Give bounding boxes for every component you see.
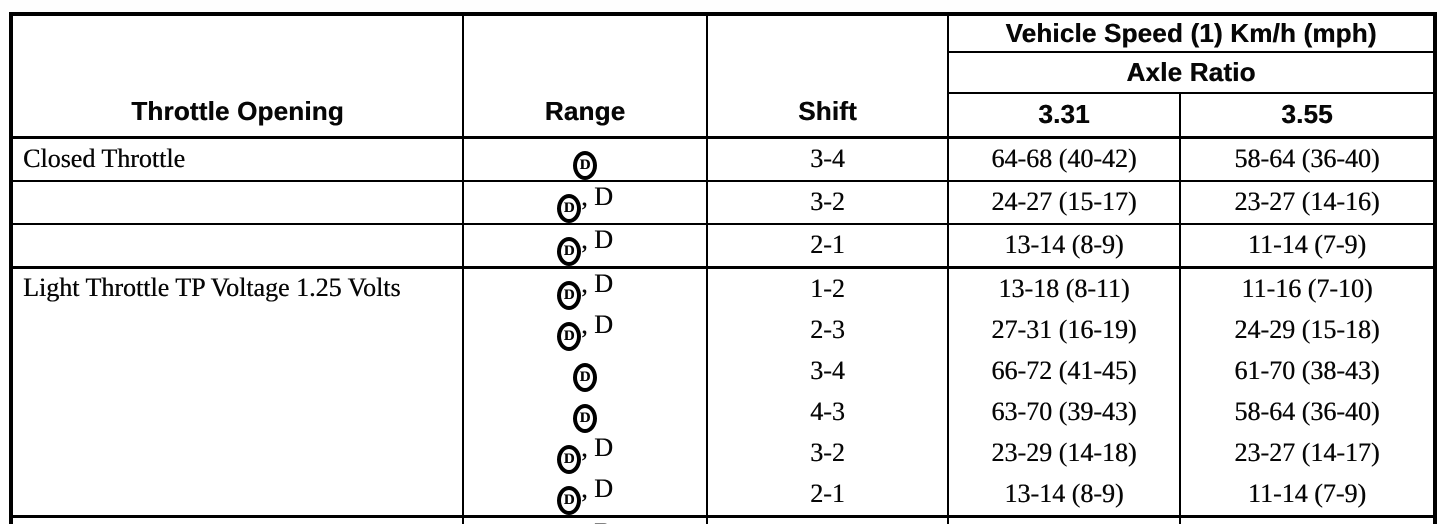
speed-355-cell: 23-27 (14-17) [1179, 432, 1436, 474]
shift-cell: 2-1 [706, 473, 949, 516]
speed-355-cell: 58-64 (36-40) [1179, 136, 1436, 182]
overdrive-circled-d-icon: D [557, 280, 582, 310]
range-cell: D, D [462, 222, 708, 269]
table-row: Light Throttle TP Voltage 1.25 Volts D, … [10, 267, 1436, 516]
speed-331-cell: 24-27 (15-17) [947, 179, 1181, 225]
range-cell: D, D [462, 309, 708, 351]
speed-355-cell: 58-64 (36-40) [1179, 391, 1436, 433]
table-row: D, D 2-1 13-14 (8-9) 11-14 (7-9) [11, 473, 1436, 516]
range-cell: D, D [462, 514, 708, 524]
overdrive-circled-d-icon: D [557, 236, 582, 265]
speed-331-cell: 66-72 (41-45) [947, 350, 1181, 392]
speed-331-cell: 13-18 (8-11) [947, 267, 1181, 310]
header-row-1: Throttle Opening Range Shift Vehicle Spe… [10, 13, 1436, 139]
range-cell: D [462, 391, 708, 433]
speed-331-cell: 13-14 (8-9) [947, 222, 1181, 269]
range-suffix: , D [581, 224, 613, 254]
speed-331-cell: 64-68 (40-42) [947, 136, 1181, 182]
table-row: D, D 2-3 27-31 (16-19) 24-29 (15-18) [11, 309, 1436, 351]
range-suffix: , D [581, 432, 613, 462]
table-row: D, D 3-2 24-27 (15-17) 23-27 (14-16) [10, 179, 1436, 225]
table-row: Closed Throttle D 3-4 64-68 (40-42) 58-6… [10, 136, 1436, 182]
shift-cell: 3-4 [706, 350, 949, 392]
table-row: D 3-4 66-72 (41-45) 61-70 (38-43) [11, 350, 1436, 392]
shift-cell: 1-2 [706, 514, 949, 524]
range-cell: D [462, 350, 708, 392]
speed-355-cell: 61-70 (38-43) [1179, 350, 1436, 392]
overdrive-circled-d-icon: D [557, 444, 582, 474]
range-suffix: , D [581, 519, 613, 524]
overdrive-circled-d-icon: D [573, 403, 597, 433]
speed-331-cell: 72-80 (45-50) [947, 514, 1181, 524]
range-suffix: , D [581, 181, 613, 211]
throttle-cell [10, 179, 464, 225]
range-cell: D [462, 136, 708, 182]
col-header-throttle-opening: Throttle Opening [10, 13, 464, 139]
overdrive-circled-d-icon: D [573, 362, 597, 392]
speed-331-cell: 27-31 (16-19) [947, 309, 1181, 351]
throttle-cell [10, 222, 464, 269]
range-suffix: , D [581, 268, 613, 298]
speed-355-cell: 23-27 (14-16) [1179, 179, 1436, 225]
throttle-cell: Wide-Open Throttle [10, 514, 464, 524]
shift-cell: 3-2 [706, 432, 949, 474]
throttle-cell: Closed Throttle [10, 136, 464, 182]
shift-cell: 4-3 [706, 391, 949, 433]
table-header: Throttle Opening Range Shift Vehicle Spe… [10, 13, 1436, 139]
col-header-ratio-3-55: 3.55 [1179, 92, 1436, 139]
range-cell: D, D [462, 473, 708, 516]
speed-331-cell: 63-70 (39-43) [947, 391, 1181, 433]
range-suffix: , D [581, 309, 613, 339]
speed-355-cell: 64-76 (40-47) [1179, 514, 1436, 524]
shift-cell: 2-1 [706, 222, 949, 269]
shift-cell: 3-2 [706, 179, 949, 225]
range-suffix: , D [581, 473, 613, 503]
speed-355-cell: 11-14 (7-9) [1179, 222, 1436, 269]
header-row-3: 3.31 3.55 [11, 92, 1436, 139]
speed-355-cell: 11-14 (7-9) [1179, 473, 1436, 516]
table-body: Closed Throttle D 3-4 64-68 (40-42) 58-6… [10, 136, 1436, 524]
table-row: D, D 3-2 23-29 (14-18) 23-27 (14-17) [11, 432, 1436, 474]
table-row: Wide-Open Throttle D, D 1-2 72-80 (45-50… [10, 514, 1436, 524]
overdrive-circled-d-icon: D [573, 150, 597, 179]
overdrive-circled-d-icon: D [557, 321, 582, 351]
table-row: D 4-3 63-70 (39-43) 58-64 (36-40) [11, 391, 1436, 433]
shift-cell: 3-4 [706, 136, 949, 182]
col-header-ratio-3-31: 3.31 [947, 92, 1181, 139]
col-header-vehicle-speed: Vehicle Speed (1) Km/h (mph) [947, 13, 1436, 53]
header-row-2: Axle Ratio [11, 51, 1436, 94]
col-header-shift: Shift [706, 13, 949, 139]
col-header-range: Range [462, 13, 708, 139]
throttle-cell: Light Throttle TP Voltage 1.25 Volts [10, 267, 464, 516]
shift-cell: 1-2 [706, 267, 949, 310]
shift-cell: 2-3 [706, 309, 949, 351]
speed-331-cell: 13-14 (8-9) [947, 473, 1181, 516]
speed-355-cell: 24-29 (15-18) [1179, 309, 1436, 351]
table-row: D, D 2-1 13-14 (8-9) 11-14 (7-9) [10, 222, 1436, 269]
col-header-axle-ratio: Axle Ratio [947, 51, 1436, 94]
range-cell: D, D [462, 267, 708, 310]
overdrive-circled-d-icon: D [557, 485, 582, 515]
range-cell: D, D [462, 432, 708, 474]
overdrive-circled-d-icon: D [557, 193, 582, 222]
shift-speed-table: Throttle Opening Range Shift Vehicle Spe… [9, 12, 1437, 524]
range-cell: D, D [462, 179, 708, 225]
speed-355-cell: 11-16 (7-10) [1179, 267, 1436, 310]
speed-331-cell: 23-29 (14-18) [947, 432, 1181, 474]
